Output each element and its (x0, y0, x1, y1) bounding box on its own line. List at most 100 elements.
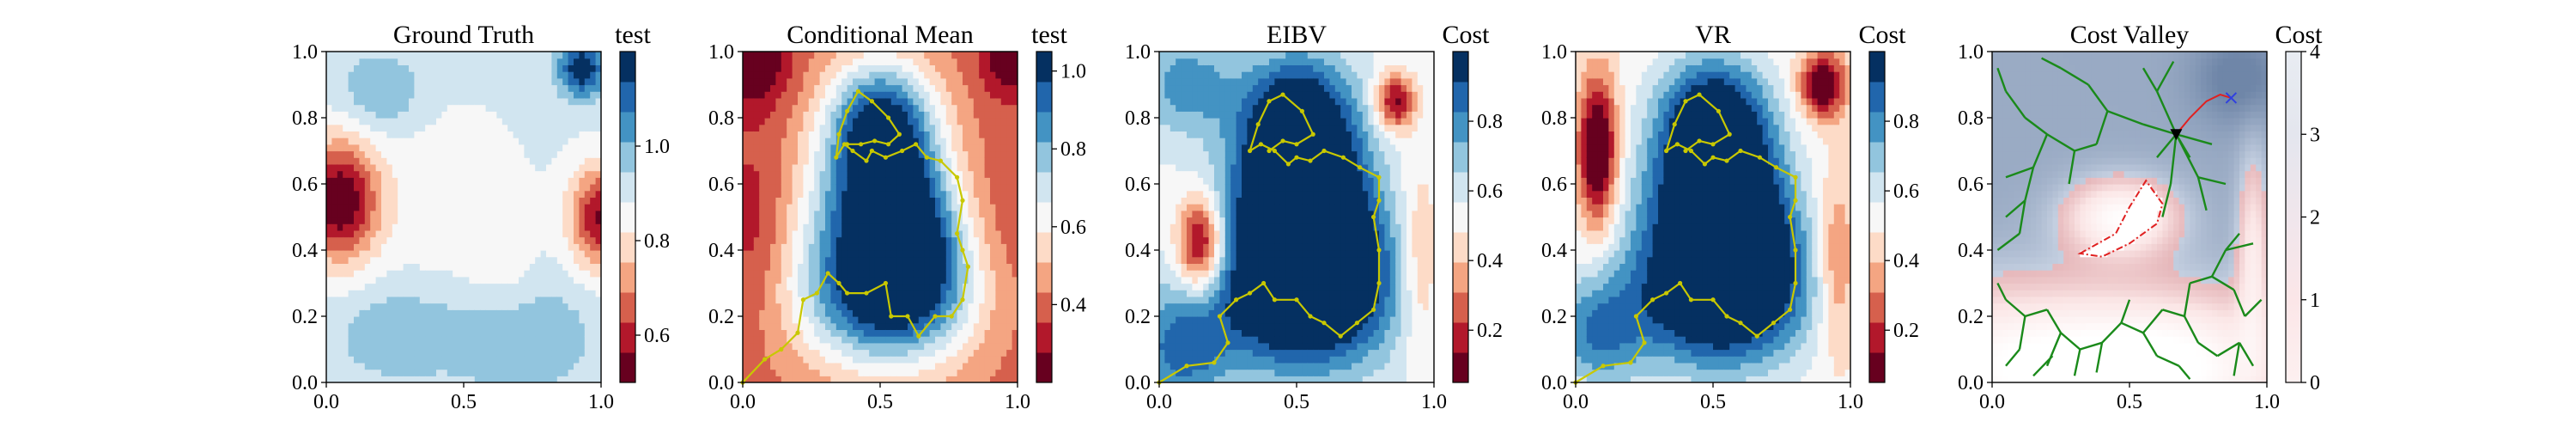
path-waypoint (1294, 156, 1298, 160)
panel-title: Ground Truth (393, 21, 534, 49)
y-tick-label: 0.8 (1541, 107, 1567, 130)
y-tick-label: 0.8 (1958, 107, 1984, 130)
colorbar-bin (620, 352, 635, 383)
panel-title: VR (1695, 21, 1731, 49)
heatmap-4 (1576, 52, 1851, 383)
colorbar-bin (1036, 52, 1052, 83)
path-waypoint (864, 290, 868, 295)
path-waypoint (1261, 281, 1266, 285)
path-waypoint (897, 132, 902, 137)
path-waypoint (1793, 281, 1797, 285)
colorbar-bin (1869, 202, 1885, 233)
colorbar-bin (1869, 352, 1885, 383)
colorbar-tick-label: 3 (2310, 124, 2320, 146)
path-waypoint (836, 132, 841, 137)
colorbar-bin (1036, 322, 1052, 353)
colorbar-label: Cost (1442, 21, 1490, 49)
path-waypoint (955, 175, 959, 180)
path-waypoint (884, 156, 888, 160)
path-waypoint (1376, 248, 1381, 252)
x-tick-label: 1.0 (1421, 391, 1447, 413)
path-waypoint (886, 115, 890, 119)
colorbar-tick-label: 0.8 (1893, 111, 1919, 133)
colorbar-bin (1869, 112, 1885, 143)
path-waypoint (1225, 340, 1230, 345)
colorbar-tick-label: 0.8 (1477, 111, 1503, 133)
path-waypoint (856, 89, 860, 94)
path-waypoint (1710, 297, 1715, 302)
x-tick-label: 0.5 (1700, 391, 1726, 413)
heatmap-2 (743, 52, 1018, 383)
path-waypoint (815, 290, 819, 295)
path-waypoint (870, 149, 874, 153)
path-waypoint (845, 290, 849, 295)
x-tick-label: 1.0 (1005, 391, 1030, 413)
path-waypoint (1280, 92, 1285, 96)
path-waypoint (826, 271, 830, 275)
path-waypoint (1308, 314, 1312, 318)
path-waypoint (1675, 142, 1680, 146)
path-waypoint (1311, 132, 1315, 137)
x-tick-label: 0.5 (2117, 391, 2142, 413)
colorbar-bin (1036, 82, 1052, 113)
path-waypoint (1664, 149, 1668, 153)
colorbar-bin (1869, 82, 1885, 113)
path-waypoint (939, 158, 943, 162)
colorbar-bin (1036, 142, 1052, 173)
colorbar-tick-label: 0.2 (1893, 320, 1919, 342)
colorbar-tick-label: 0.6 (644, 325, 670, 347)
path-waypoint (1710, 156, 1715, 160)
path-waypoint (1683, 99, 1687, 103)
colorbar-tick-label: 0 (2310, 372, 2320, 394)
path-waypoint (795, 331, 799, 335)
colorbar-tick-label: 0.6 (1893, 180, 1919, 203)
y-tick-label: 0.6 (1541, 174, 1567, 196)
y-tick-label: 0.6 (708, 174, 734, 196)
y-tick-label: 0.6 (1958, 174, 1984, 196)
colorbar-tick-label: 0.4 (1477, 250, 1503, 272)
path-waypoint (1212, 360, 1216, 364)
colorbar-bin (1036, 232, 1052, 263)
y-tick-label: 0.6 (1125, 174, 1151, 196)
colorbar-bin (1453, 262, 1468, 293)
panel-title: Cost Valley (2070, 21, 2190, 49)
panel-title: EIBV (1267, 21, 1327, 49)
y-tick-label: 0.2 (708, 306, 734, 328)
x-tick-label: 0.5 (1284, 391, 1309, 413)
colorbar-bin (620, 262, 635, 293)
path-waypoint (1248, 290, 1252, 295)
path-waypoint (960, 297, 964, 302)
path-waypoint (960, 199, 964, 203)
colorbar-bin (1453, 82, 1468, 113)
colorbar-bin (620, 202, 635, 233)
path-waypoint (1294, 297, 1298, 302)
heatmap-3 (1159, 52, 1435, 383)
y-tick-label: 0.4 (292, 240, 318, 262)
path-waypoint (1758, 156, 1762, 160)
path-waypoint (914, 142, 918, 146)
y-tick-label: 0.4 (1958, 240, 1984, 262)
path-waypoint (1248, 149, 1252, 153)
path-waypoint (845, 109, 849, 113)
y-tick-label: 0.2 (1125, 306, 1151, 328)
path-waypoint (1184, 364, 1188, 368)
path-waypoint (1728, 132, 1732, 137)
path-waypoint (1683, 149, 1687, 153)
colorbar-tick-label: 0.8 (1060, 138, 1086, 161)
path-waypoint (1371, 308, 1376, 312)
path-waypoint (1358, 165, 1362, 169)
colorbar-label: Cost (1858, 21, 1906, 49)
path-waypoint (1788, 215, 1792, 219)
colorbar-bin (1036, 262, 1052, 293)
y-tick-label: 0.0 (292, 372, 318, 394)
path-waypoint (925, 156, 929, 160)
colorbar-bin (620, 82, 635, 113)
